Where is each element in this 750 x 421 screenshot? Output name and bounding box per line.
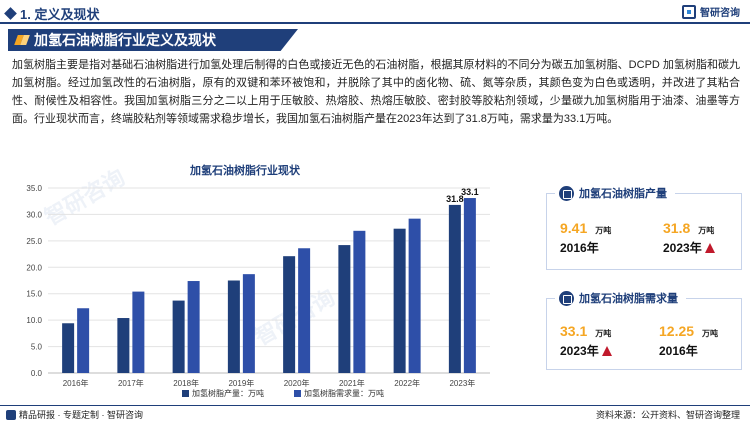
- bar-production: [62, 323, 75, 373]
- legend-swatch: [182, 390, 189, 397]
- diamond-icon: [4, 7, 17, 20]
- up-arrow-icon: [601, 345, 612, 356]
- data-label: 31.8: [446, 194, 464, 204]
- bar-chart: 加氢石油树脂行业现状 0.0 5.0 10.0 15.0 20.0 25.0 30.0 35.…: [10, 162, 525, 407]
- bar-production: [227, 280, 240, 373]
- production-2016: 9.41 万吨 2016年: [560, 220, 611, 256]
- bar-demand: [298, 248, 311, 373]
- demand-2023: 33.1 万吨 2023年: [560, 323, 612, 359]
- legend-label: 加氢树脂产量：万吨: [192, 388, 264, 398]
- bar-demand: [242, 274, 255, 373]
- demand-card-header: 加氢石油树脂需求量: [555, 287, 686, 309]
- production-card-title: 加氢石油树脂产量: [579, 188, 667, 200]
- x-tick-label: 2016年: [63, 378, 89, 388]
- production-2023-value: 31.8: [663, 220, 691, 236]
- bar-demand: [353, 230, 366, 373]
- demand-card: 加氢石油树脂需求量 33.1 万吨 2023年 12.25 万吨 2016年: [546, 287, 742, 370]
- logo-text: 智研咨询: [700, 8, 740, 19]
- bar-demand: [187, 281, 200, 373]
- page-banner: 加氢石油树脂行业定义及现状: [8, 29, 298, 51]
- x-tick-label: 2021年: [339, 378, 365, 388]
- chart-icon: [559, 185, 574, 201]
- demand-2016-value: 12.25: [659, 323, 695, 339]
- y-tick-label: 0.0: [31, 369, 43, 378]
- logo: 智研咨询: [682, 4, 740, 19]
- y-tick-label: 35.0: [26, 184, 42, 193]
- chart-icon: [559, 290, 574, 306]
- data-label: 33.1: [461, 187, 479, 197]
- production-card-header: 加氢石油树脂产量: [555, 182, 675, 204]
- y-tick-label: 30.0: [26, 210, 42, 219]
- chart-canvas: 0.0 5.0 10.0 15.0 20.0 25.0 30.0 35.0 2016年 2017年…: [26, 184, 490, 398]
- production-2023-year: 2023年: [663, 241, 702, 255]
- demand-2016: 12.25 万吨 2016年: [659, 323, 718, 359]
- x-tick-label: 2017年: [118, 378, 144, 388]
- bar-production: [283, 256, 296, 373]
- x-tick-label: 2018年: [173, 378, 199, 388]
- demand-2023-unit: 万吨: [595, 329, 612, 338]
- x-tick-label: 2022年: [394, 378, 420, 388]
- y-tick-label: 10.0: [26, 316, 42, 325]
- legend-swatch: [294, 390, 301, 397]
- bar-demand: [463, 198, 476, 373]
- production-2016-value: 9.41: [560, 220, 588, 236]
- demand-2016-unit: 万吨: [702, 329, 719, 338]
- intro-paragraph: 加氢树脂主要是指对基础石油树脂进行加氢处理后制得的白色或接近无色的石油树脂，根据…: [12, 59, 740, 125]
- top-bar: 1. 定义及现状 智研咨询: [0, 0, 750, 24]
- y-tick-label: 15.0: [26, 290, 42, 299]
- page-title: 加氢石油树脂行业定义及现状: [34, 32, 216, 48]
- y-tick-label: 20.0: [26, 263, 42, 272]
- production-card: 加氢石油树脂产量 9.41 万吨 2016年 31.8 万吨 2023年: [546, 182, 742, 270]
- y-tick-label: 5.0: [31, 343, 43, 352]
- bar-production: [117, 318, 130, 373]
- footer: 精品研报 · 专题定制 · 智研咨询 资料来源：公开资料、智研咨询整理: [0, 405, 750, 421]
- section-title-text: 1. 定义及现状: [20, 7, 100, 22]
- demand-2016-year: 2016年: [659, 344, 698, 358]
- footer-tagline: 精品研报 · 专题定制 · 智研咨询: [19, 410, 143, 420]
- logo-icon: [682, 4, 696, 19]
- y-tick-label: 25.0: [26, 237, 42, 246]
- x-tick-label: 2023年: [449, 378, 475, 388]
- production-2016-unit: 万吨: [595, 226, 612, 235]
- bar-demand: [77, 308, 90, 373]
- production-2016-year: 2016年: [560, 241, 599, 255]
- chevron-icon: [16, 34, 28, 46]
- demand-2023-value: 33.1: [560, 323, 588, 339]
- bar-demand: [132, 291, 145, 373]
- legend-label: 加氢树脂需求量：万吨: [304, 388, 384, 398]
- demand-2023-year: 2023年: [560, 344, 599, 358]
- section-title: 1. 定义及现状: [4, 4, 100, 23]
- bar-production: [338, 245, 351, 373]
- bar-demand: [408, 218, 421, 373]
- production-2023: 31.8 万吨 2023年: [663, 220, 715, 256]
- footer-source: 资料来源：公开资料、智研咨询整理: [595, 410, 740, 420]
- bar-production: [172, 300, 185, 373]
- chart-title: 加氢石油树脂行业现状: [190, 165, 300, 177]
- production-2023-unit: 万吨: [698, 226, 715, 235]
- bar-production: [393, 228, 406, 373]
- x-tick-label: 2019年: [228, 378, 254, 388]
- up-arrow-icon: [704, 242, 715, 253]
- demand-card-title: 加氢石油树脂需求量: [579, 293, 678, 305]
- bar-production: [448, 204, 461, 373]
- x-tick-label: 2020年: [284, 378, 310, 388]
- tag-icon: [6, 409, 16, 420]
